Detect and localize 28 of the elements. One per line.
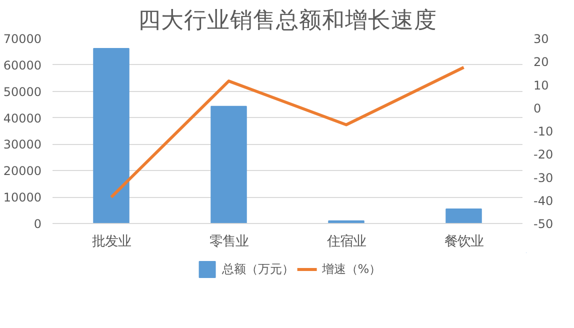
y-tick-label: 20000 [3,164,42,178]
y2-tick-label: -50 [534,217,554,231]
y-tick-label: 0 [34,217,42,231]
y-tick-label: 70000 [3,32,42,46]
y-tick-label: 30000 [3,138,42,152]
y2-tick-label: -10 [534,124,554,138]
line-series [110,66,466,199]
x-tick-label: 住宿业 [326,234,366,250]
bar [93,48,130,224]
y2-tick-label: -20 [534,148,554,162]
bar [210,106,247,224]
y2-tick-label: 0 [534,101,542,116]
y2-tick-label: 10 [534,78,549,92]
y2-tick-label: -30 [534,170,554,185]
y2-tick-label: 30 [534,32,549,46]
x-tick-label: 零售业 [209,234,248,250]
chart-title: 四大行业销售总额和增长速度 [138,8,437,34]
y2-tick-label: 20 [534,55,549,70]
y-tick-label: 50000 [3,84,42,99]
y-tick-label: 40000 [3,111,42,126]
y2-tick-label: -40 [534,194,554,208]
bar [446,208,482,224]
legend-label: 总额（万元） [222,260,294,278]
legend-label: 增速（%） [322,260,382,278]
y-tick-label: 60000 [3,58,42,72]
x-tick-label: 批发业 [92,234,131,250]
x-tick-label: 餐饮业 [444,234,484,250]
y-tick-label: 10000 [3,190,42,205]
